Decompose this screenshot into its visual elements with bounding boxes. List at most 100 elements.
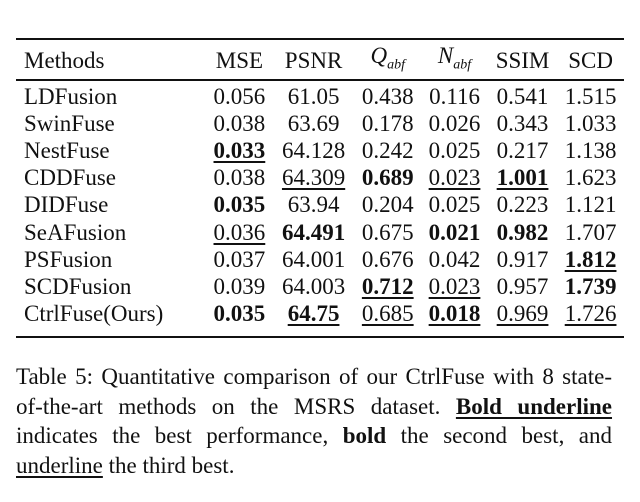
metric-cell: 0.343 — [488, 110, 557, 137]
method-name: SCDFusion — [24, 274, 132, 299]
header-qabf: Qabf — [370, 43, 406, 73]
metric-cell: 1.623 — [557, 164, 624, 191]
metric-value: 1.033 — [564, 110, 617, 136]
caption-bold-underline: Bold underline — [455, 393, 613, 419]
metric-cell: 0.018 — [421, 300, 488, 327]
metric-cell: 0.035 — [206, 300, 273, 327]
metric-value: 1.515 — [564, 83, 617, 109]
caption-text: Table 5: Quantitative comparison of our … — [16, 362, 612, 480]
results-table: Methods MSE PSNR Qabf Nabf SSIM SCD LDFu… — [16, 42, 624, 327]
method-name: CtrlFuse(Ours) — [24, 301, 164, 327]
metric-cell: 1.121 — [557, 191, 624, 218]
metric-value: 0.037 — [213, 246, 266, 272]
header-psnr: PSNR — [284, 47, 343, 73]
metric-value: 0.038 — [213, 110, 266, 136]
header-methods: Methods — [24, 47, 105, 73]
method-name: CDDFuse — [24, 165, 117, 191]
metric-cell: 0.042 — [421, 246, 488, 273]
metric-value: 0.116 — [429, 83, 480, 109]
caption-bold: bold — [342, 423, 387, 448]
method-name: LDFusion — [24, 83, 118, 109]
metric-value: 0.025 — [428, 138, 481, 164]
metric-cell: 0.204 — [354, 191, 421, 218]
caption-mid2: the second best, and — [386, 423, 612, 448]
table-body: LDFusion 0.056 61.05 0.438 0.116 0.541 1.515 Sw… — [16, 79, 624, 328]
metric-value: 0.056 — [213, 83, 266, 109]
table-row: CtrlFuse(Ours) 0.035 64.75 0.685 0.018 0.969 1… — [16, 300, 624, 327]
metric-value: 0.541 — [496, 83, 549, 109]
table-caption: Table 5: Quantitative comparison of our … — [16, 362, 612, 480]
metric-cell: 1.812 — [557, 246, 624, 273]
metric-cell: 0.689 — [354, 164, 421, 191]
metric-value: 0.689 — [361, 165, 414, 191]
caption-line1: Table 5: Quantitative comparison of our … — [16, 364, 612, 419]
metric-value: 1.726 — [564, 301, 617, 327]
metric-cell: 64.001 — [273, 246, 355, 273]
metric-cell: 0.957 — [488, 273, 557, 300]
header-ssim: SSIM — [495, 47, 550, 73]
table-row: DIDFuse 0.035 63.94 0.204 0.025 0.223 1.121 — [16, 191, 624, 218]
metric-value: 0.035 — [213, 192, 266, 218]
metric-cell: 0.023 — [421, 164, 488, 191]
metric-cell: 0.038 — [206, 110, 273, 137]
metric-value: 0.242 — [361, 138, 414, 164]
table-row: SeAFusion 0.036 64.491 0.675 0.021 0.982 1.707 — [16, 219, 624, 246]
metric-value: 1.138 — [564, 138, 617, 164]
metric-cell: 63.69 — [273, 110, 355, 137]
metric-cell: 0.023 — [421, 273, 488, 300]
method-name: SwinFuse — [24, 110, 115, 136]
metric-value: 61.05 — [287, 83, 340, 109]
metric-cell: 1.138 — [557, 137, 624, 164]
metric-value: 0.033 — [213, 138, 266, 164]
metric-value: 0.957 — [496, 274, 549, 299]
metric-cell: 0.037 — [206, 246, 273, 273]
metric-cell: 0.541 — [488, 79, 557, 110]
metric-value: 0.675 — [361, 219, 414, 245]
metric-cell: 0.025 — [421, 191, 488, 218]
metric-cell: 0.982 — [488, 219, 557, 246]
metric-cell: 0.036 — [206, 219, 273, 246]
metric-value: 0.018 — [428, 301, 481, 327]
metric-cell: 0.438 — [354, 79, 421, 110]
table-row: CDDFuse 0.038 64.309 0.689 0.023 1.001 1.623 — [16, 164, 624, 191]
metric-value: 0.204 — [361, 192, 414, 218]
metric-cell: 0.025 — [421, 137, 488, 164]
metric-cell: 0.026 — [421, 110, 488, 137]
table-row: SwinFuse 0.038 63.69 0.178 0.026 0.343 1.033 — [16, 110, 624, 137]
metric-cell: 64.003 — [273, 273, 355, 300]
metric-cell: 0.969 — [488, 300, 557, 327]
metric-value: 64.491 — [281, 219, 346, 245]
metric-value: 0.982 — [496, 219, 549, 245]
table-row: SCDFusion 0.039 64.003 0.712 0.023 0.957 1.739 — [16, 273, 624, 300]
metric-value: 0.039 — [213, 274, 266, 299]
method-name: DIDFuse — [24, 192, 109, 218]
metric-cell: 1.515 — [557, 79, 624, 110]
metric-value: 1.001 — [496, 165, 549, 191]
metric-value: 0.685 — [361, 301, 414, 327]
metric-cell: 0.685 — [354, 300, 421, 327]
header-scd: SCD — [568, 47, 613, 73]
metric-value: 64.003 — [281, 274, 346, 299]
metric-value: 0.023 — [428, 274, 481, 299]
metric-value: 0.025 — [428, 192, 481, 218]
metric-cell: 0.676 — [354, 246, 421, 273]
metric-cell: 64.128 — [273, 137, 355, 164]
metric-cell: 0.033 — [206, 137, 273, 164]
metric-value: 64.75 — [287, 301, 340, 327]
caption-underline: underline — [16, 452, 103, 478]
metric-value: 0.178 — [361, 110, 414, 136]
caption-end: the third best. — [102, 452, 235, 478]
metric-cell: 0.242 — [354, 137, 421, 164]
metric-cell: 1.726 — [557, 300, 624, 327]
table-header-rule — [16, 79, 624, 81]
metric-value: 0.917 — [496, 246, 549, 272]
metric-value: 1.812 — [564, 246, 617, 272]
metric-value: 1.121 — [564, 192, 617, 218]
metric-cell: 0.675 — [354, 219, 421, 246]
metric-cell: 0.116 — [421, 79, 488, 110]
metric-cell: 64.309 — [273, 164, 355, 191]
table-bottom-rule — [16, 336, 624, 338]
metric-value: 0.036 — [213, 219, 266, 245]
metric-cell: 1.707 — [557, 219, 624, 246]
metric-cell: 0.217 — [488, 137, 557, 164]
